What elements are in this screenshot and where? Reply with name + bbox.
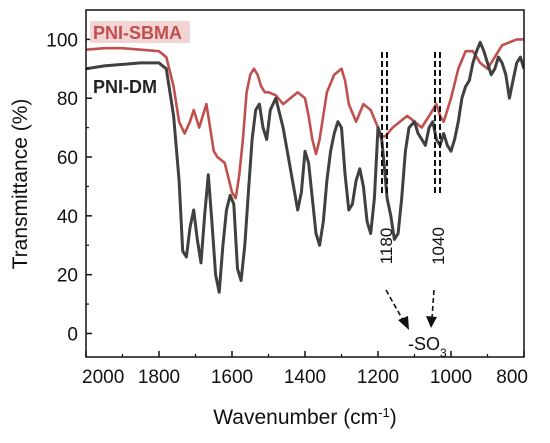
y-tick-label-40: 40 bbox=[57, 207, 78, 228]
x-tick-label-1800: 1800 bbox=[138, 367, 180, 388]
y-tick-label-20: 20 bbox=[57, 266, 78, 287]
y-axis-ticks: 0 20 40 60 80 100 bbox=[46, 30, 92, 345]
so3-label: -SO3 bbox=[408, 334, 447, 360]
y-tick-label-100: 100 bbox=[46, 30, 78, 51]
x-tick-label-2000: 2000 bbox=[82, 367, 124, 388]
y-tick-label-0: 0 bbox=[67, 324, 78, 345]
arrow-1180-shaft bbox=[385, 289, 405, 323]
legend-label-pni-dm: PNI-DM bbox=[93, 77, 157, 97]
annotation-1040-label: 1040 bbox=[429, 227, 448, 265]
x-tick-label-1400: 1400 bbox=[284, 367, 326, 388]
x-tick-label-1200: 1200 bbox=[357, 367, 399, 388]
series-line-pni-dm bbox=[86, 40, 524, 294]
x-tick-label-800: 800 bbox=[496, 367, 528, 388]
series-line-pni-sbma bbox=[86, 38, 524, 200]
series-layer bbox=[86, 38, 524, 294]
legend-label-pni-sbma: PNI-SBMA bbox=[93, 23, 182, 43]
x-tick-label-1600: 1600 bbox=[211, 367, 253, 388]
y-axis-title: Transmittance (%) bbox=[9, 99, 32, 270]
legend: PNI-SBMA PNI-DM bbox=[90, 21, 190, 97]
arrow-1040-head bbox=[426, 316, 437, 328]
x-tick-label-1000: 1000 bbox=[430, 367, 472, 388]
annotation-1180-label: 1180 bbox=[377, 228, 396, 265]
y-tick-label-80: 80 bbox=[57, 89, 78, 110]
x-axis-ticks: 2000 1800 1600 1400 1200 1000 800 bbox=[82, 351, 528, 388]
annotations: 1180 1040 -SO3 bbox=[377, 52, 448, 360]
x-axis-title: Wavenumber (cm-1) bbox=[213, 405, 397, 430]
legend-highlight-pni-sbma bbox=[90, 21, 190, 43]
y-tick-label-60: 60 bbox=[57, 148, 78, 169]
arrow-1040-shaft bbox=[431, 289, 435, 319]
arrow-1180-head bbox=[398, 316, 409, 330]
